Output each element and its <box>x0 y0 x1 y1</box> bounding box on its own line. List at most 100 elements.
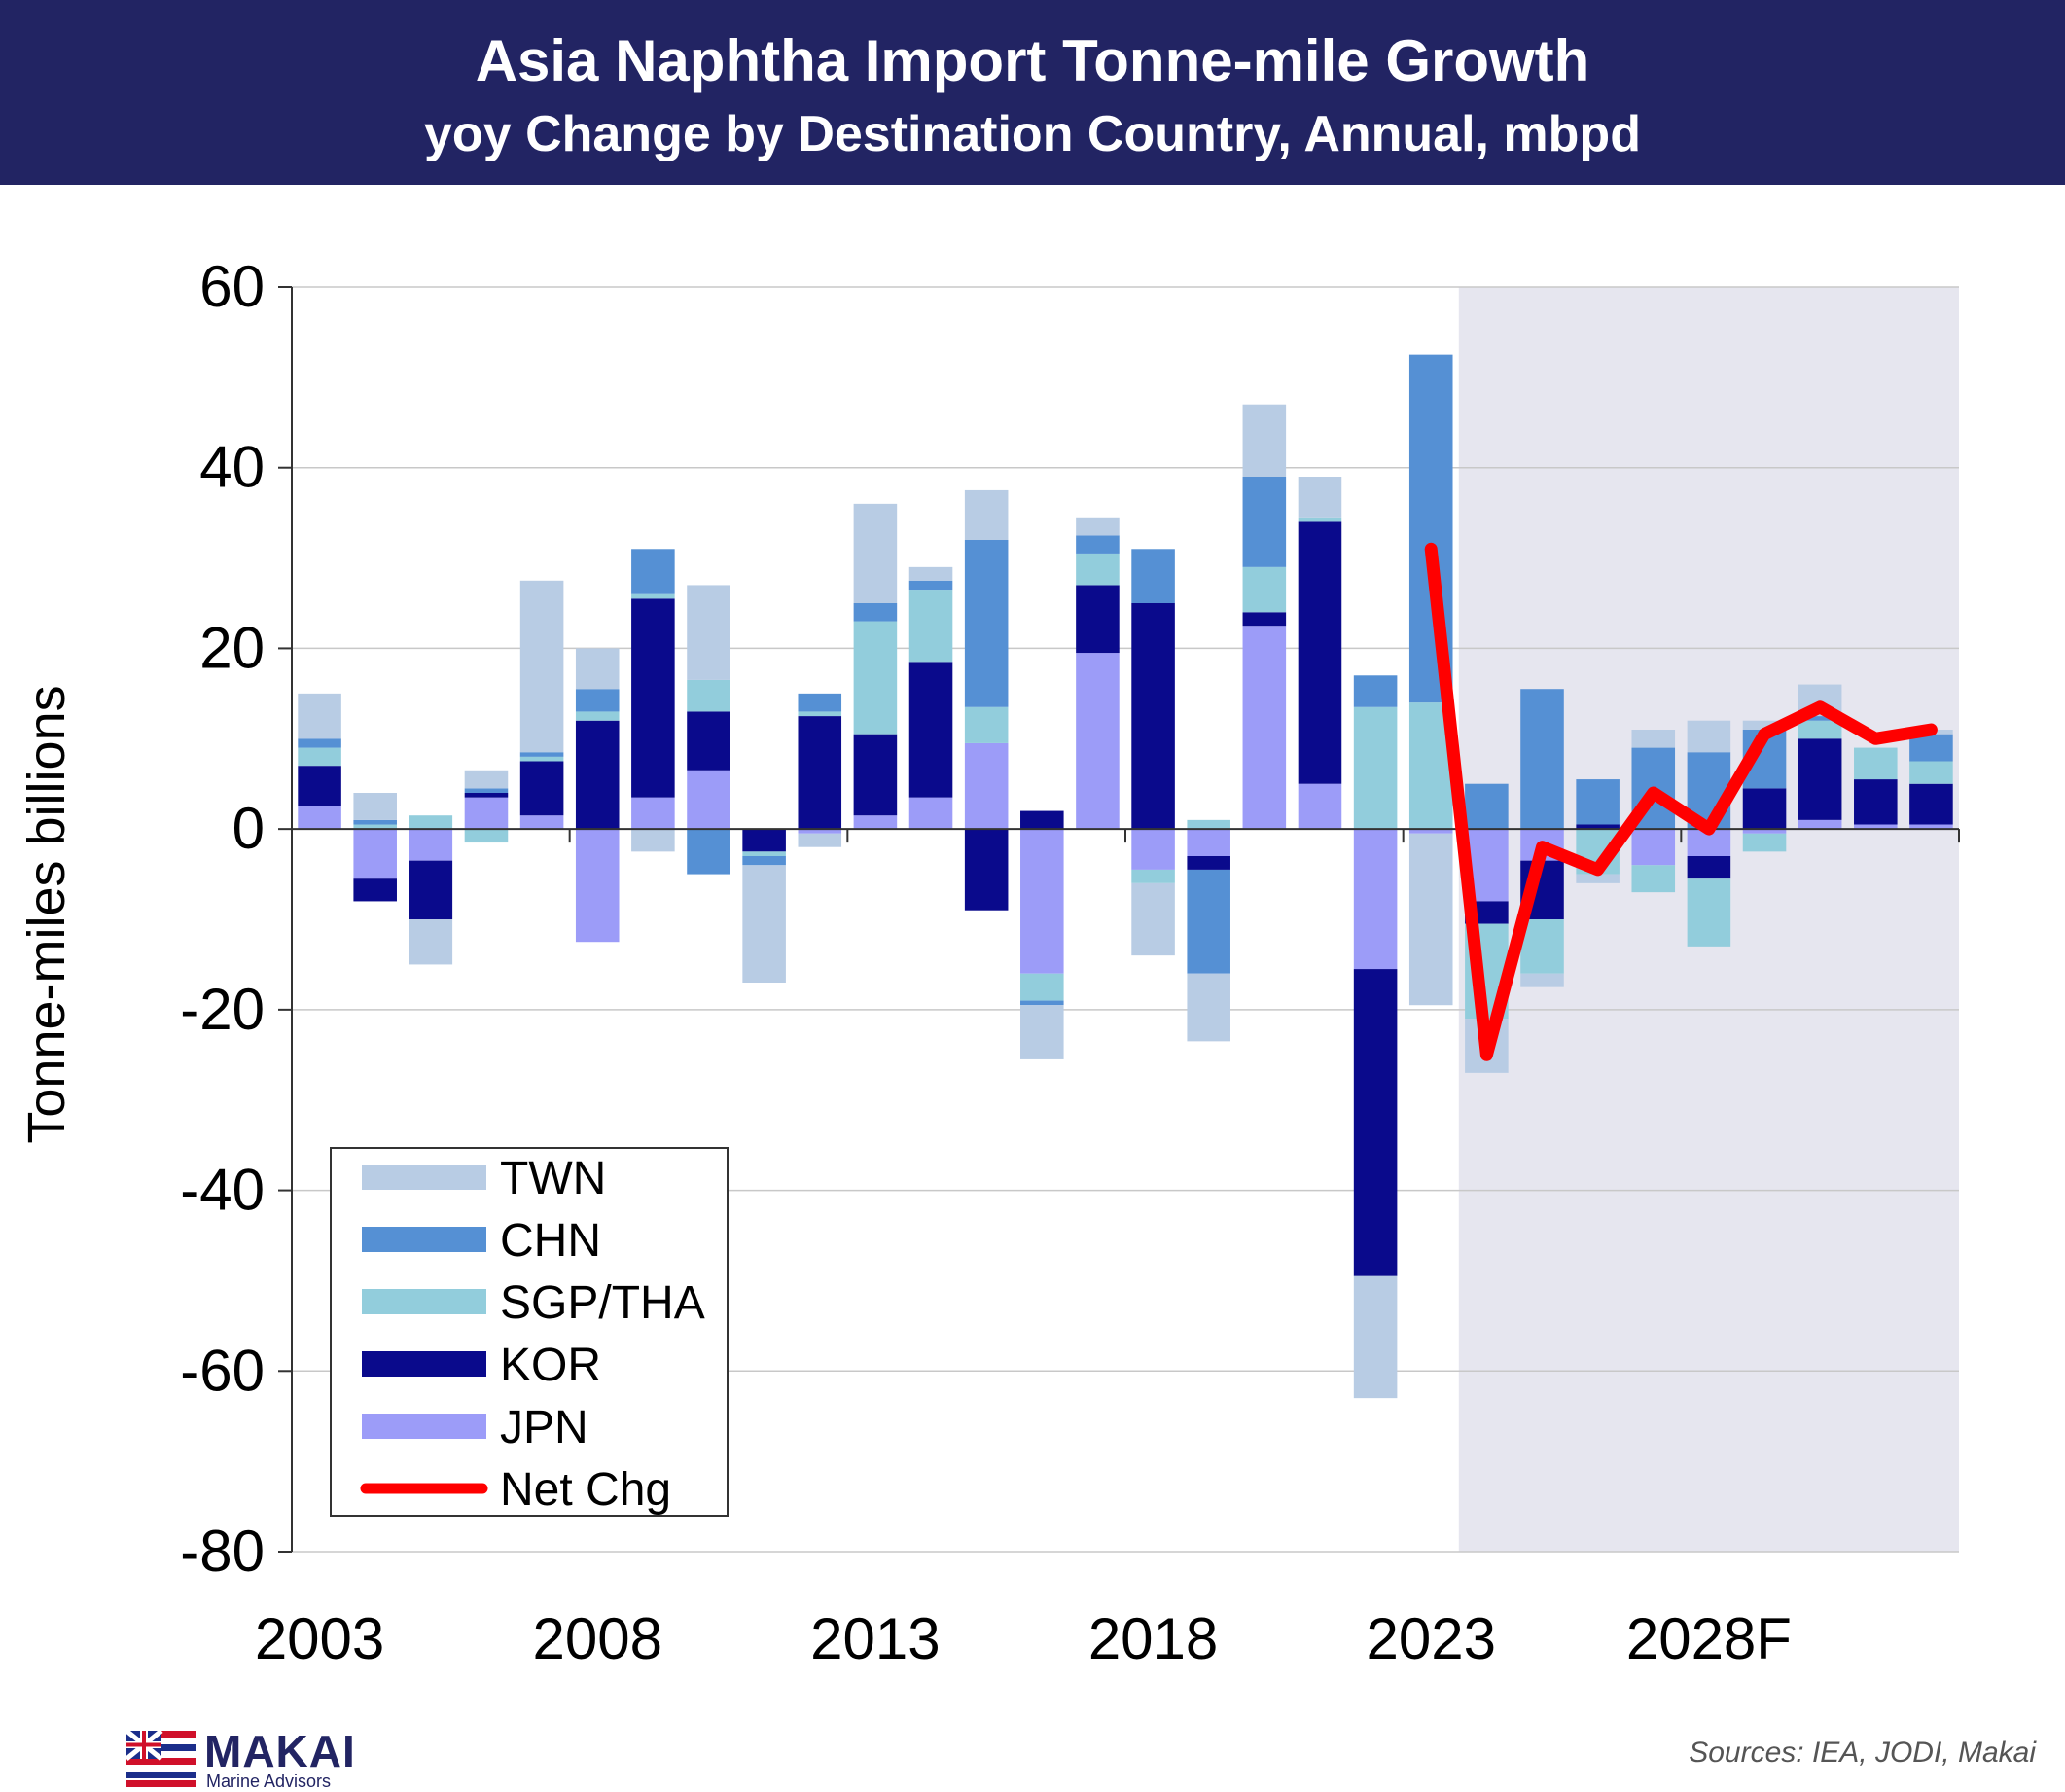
y-tick-label: 40 <box>199 435 265 500</box>
bar-segment-sgp-tha-2004 <box>353 824 397 830</box>
bar-segment-twn-2018 <box>1131 882 1175 956</box>
bar-segment-twn-2015 <box>964 489 1009 540</box>
bar-segment-chn-2007 <box>519 752 564 757</box>
bar-segment-chn-2015 <box>964 540 1009 707</box>
bar-segment-sgp-tha-2010 <box>687 679 730 712</box>
bar-segment-twn-2004 <box>353 793 397 820</box>
bar-segment-twn-2003 <box>298 693 341 739</box>
bar-segment-chn-2032 <box>1909 734 1953 762</box>
legend-label: Net Chg <box>500 1464 671 1516</box>
bar-segment-kor-2031 <box>1854 779 1898 825</box>
bar-segment-kor-2029 <box>1742 788 1787 830</box>
bar-segment-sgp-tha-2022 <box>1353 706 1398 830</box>
y-tick-label: 60 <box>199 254 265 319</box>
bar-segment-chn-2004 <box>353 819 397 825</box>
bar-segment-sgp-tha-2015 <box>964 706 1009 743</box>
bar-segment-sgp-tha-2007 <box>519 756 564 762</box>
bar-segment-sgp-tha-2003 <box>298 747 341 767</box>
bar-segment-jpn-2013 <box>853 815 898 830</box>
bar-segment-kor-2011 <box>742 829 786 852</box>
bar-segment-jpn-2023 <box>1408 829 1453 834</box>
logo-tagline: Marine Advisors <box>206 1772 332 1791</box>
hawaii-flag-icon <box>126 1731 196 1787</box>
bar-segment-jpn-2012 <box>798 829 842 834</box>
bar-segment-twn-2026 <box>1576 874 1620 883</box>
x-tick-label: 2003 <box>255 1606 384 1671</box>
bar-segment-jpn-2010 <box>687 770 730 830</box>
bar-segment-sgp-tha-2021 <box>1298 517 1342 522</box>
bar-segment-kor-2021 <box>1298 521 1342 784</box>
bar-segment-sgp-tha-2016 <box>1020 973 1064 1001</box>
legend-swatch-sgp-tha <box>362 1289 486 1314</box>
bar-segment-jpn-2030 <box>1798 819 1842 830</box>
x-tick-label: 2013 <box>810 1606 940 1671</box>
bar-segment-jpn-2005 <box>409 829 453 861</box>
bar-segment-kor-2019 <box>1187 856 1230 870</box>
bar-segment-chn-2011 <box>742 856 786 866</box>
bar-segment-chn-2022 <box>1353 675 1398 707</box>
bar-segment-chn-2016 <box>1020 1000 1064 1006</box>
bar-segment-kor-2005 <box>409 860 453 919</box>
y-axis-label: Tonne-miles billions <box>18 685 76 1143</box>
bar-segment-twn-2023 <box>1408 833 1453 1006</box>
bar-segment-chn-2013 <box>853 603 898 622</box>
bar-segment-sgp-tha-2020 <box>1242 566 1287 613</box>
bar-segment-kor-2020 <box>1242 612 1287 627</box>
y-tick-label: 20 <box>199 615 265 680</box>
legend-label: CHN <box>500 1215 601 1267</box>
legend-label: SGP/THA <box>500 1277 705 1329</box>
bar-segment-jpn-2017 <box>1076 653 1120 830</box>
bar-segment-twn-2019 <box>1187 973 1230 1042</box>
bar-segment-sgp-tha-2009 <box>631 593 675 599</box>
legend-swatch-kor <box>362 1351 486 1377</box>
bar-segment-sgp-tha-2031 <box>1854 747 1898 780</box>
bar-segment-kor-2006 <box>464 793 509 798</box>
bar-segment-jpn-2008 <box>575 829 620 943</box>
y-tick-label: -20 <box>180 977 265 1042</box>
bar-segment-sgp-tha-2025 <box>1520 919 1564 974</box>
bar-segment-jpn-2016 <box>1020 829 1064 974</box>
x-tick-label: 2023 <box>1366 1606 1495 1671</box>
bar-segment-jpn-2006 <box>464 797 509 830</box>
bar-segment-kor-2014 <box>908 662 953 798</box>
bar-segment-kor-2004 <box>353 878 397 902</box>
bar-segment-twn-2010 <box>687 585 730 680</box>
bar-segment-twn-2008 <box>575 648 620 690</box>
bar-segment-sgp-tha-2018 <box>1131 869 1175 883</box>
bar-segment-twn-2029 <box>1742 720 1787 730</box>
makai-logo: MAKAI Marine Advisors <box>126 1726 379 1791</box>
legend-swatch-jpn <box>362 1414 486 1439</box>
legend-label: TWN <box>500 1153 606 1204</box>
legend-label: KOR <box>500 1340 601 1391</box>
bar-segment-chn-2010 <box>687 829 730 875</box>
bar-segment-twn-2014 <box>908 566 953 581</box>
legend: TWN CHN SGP/THA KOR JPN Net Chg <box>330 1147 729 1517</box>
y-tick-label: -80 <box>180 1519 265 1584</box>
bar-segment-sgp-tha-2006 <box>464 829 509 843</box>
x-tick-labels: 2003 2008 2013 2018 2023 2028F <box>255 829 1960 1671</box>
bars <box>298 354 1953 1399</box>
legend-swatch-twn <box>362 1165 486 1190</box>
bar-segment-twn-2020 <box>1242 404 1287 477</box>
bar-segment-twn-2006 <box>464 770 509 789</box>
bar-segment-twn-2022 <box>1353 1275 1398 1399</box>
bar-segment-chn-2014 <box>908 580 953 591</box>
bar-segment-kor-2032 <box>1909 783 1953 825</box>
logo-name: MAKAI <box>204 1726 356 1776</box>
x-tick-label: 2028F <box>1626 1606 1792 1671</box>
bar-segment-jpn-2021 <box>1298 783 1342 830</box>
bar-segment-kor-2016 <box>1020 810 1064 830</box>
bar-segment-kor-2008 <box>575 720 620 830</box>
x-tick-label: 2008 <box>532 1606 661 1671</box>
bar-segment-chn-2017 <box>1076 535 1120 554</box>
bar-segment-jpn-2031 <box>1854 824 1898 830</box>
bar-segment-sgp-tha-2032 <box>1909 761 1953 784</box>
bar-segment-sgp-tha-2005 <box>409 815 453 830</box>
bar-segment-kor-2010 <box>687 711 730 771</box>
bar-segment-chn-2025 <box>1520 689 1564 830</box>
bar-segment-twn-2005 <box>409 919 453 965</box>
bar-segment-kor-2007 <box>519 761 564 816</box>
bar-segment-jpn-2003 <box>298 806 341 830</box>
sources-note: Sources: IEA, JODI, Makai <box>1689 1737 2036 1769</box>
bar-segment-chn-2008 <box>575 689 620 712</box>
